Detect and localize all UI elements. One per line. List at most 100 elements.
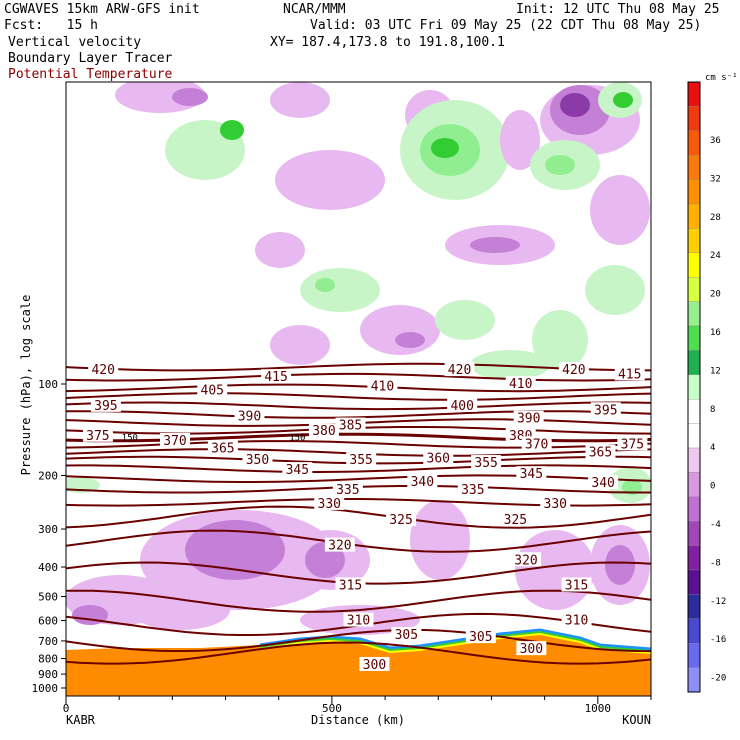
theta-label-bg bbox=[516, 641, 547, 656]
theta-line bbox=[66, 383, 651, 393]
theta-label: 305 bbox=[469, 630, 492, 645]
theta-label-bg bbox=[444, 362, 475, 377]
theta-line bbox=[66, 628, 651, 653]
theta-label: 400 bbox=[450, 399, 473, 414]
header-valid: Valid: 03 UTC Fri 09 May 25 (22 CDT Thu … bbox=[310, 18, 702, 33]
colorbar-swatch bbox=[687, 81, 701, 107]
theta-label: 420 bbox=[91, 363, 114, 378]
colorbar-swatch bbox=[687, 496, 701, 522]
theta-label: 300 bbox=[363, 658, 386, 673]
colorbar-swatch bbox=[687, 106, 701, 131]
theta-label: 345 bbox=[286, 463, 309, 478]
colorbar-swatch bbox=[687, 399, 701, 424]
colorbar-swatch bbox=[687, 228, 701, 253]
x-axis-title: Distance (km) bbox=[311, 713, 405, 727]
y-tick-label: 300 bbox=[38, 523, 58, 536]
colorbar-swatch bbox=[687, 374, 701, 400]
theta-label: 410 bbox=[509, 377, 532, 392]
theta-label-bg bbox=[590, 402, 621, 417]
colorbar-unit: cm s⁻¹ bbox=[705, 73, 738, 83]
colorbar-label: -20 bbox=[710, 674, 726, 684]
theta-label-bg bbox=[500, 511, 531, 526]
theta-label: 390 bbox=[517, 412, 540, 427]
colorbar-label: 4 bbox=[710, 443, 715, 453]
header-field-2: Boundary Layer Tracer bbox=[8, 51, 173, 66]
colorbar-swatch bbox=[687, 203, 701, 229]
header-fcst: Fcst: 15 h bbox=[4, 18, 98, 33]
theta-label-bg bbox=[471, 455, 502, 470]
theta-label-bg bbox=[346, 452, 377, 467]
colorbar-swatch bbox=[687, 667, 701, 693]
theta-label: 395 bbox=[594, 403, 617, 418]
theta-label: 320 bbox=[514, 553, 537, 568]
x-tick-label: 1000 bbox=[585, 702, 612, 715]
theta-label-bg bbox=[314, 495, 345, 510]
y-tick-label: 900 bbox=[38, 668, 58, 681]
header-model: CGWAVES 15km ARW-GFS init bbox=[4, 2, 200, 17]
theta-label: 365 bbox=[589, 445, 612, 460]
colorbar-swatch bbox=[687, 301, 701, 327]
theta-label-bg bbox=[207, 440, 238, 455]
theta-label: 335 bbox=[336, 483, 359, 498]
theta-label-bg bbox=[82, 427, 113, 442]
colorbar-label: 16 bbox=[710, 328, 721, 338]
endpoint-right: KOUN bbox=[622, 713, 651, 727]
terrain bbox=[66, 632, 651, 696]
theta-label: 350 bbox=[246, 453, 269, 468]
theta-label-bg bbox=[282, 462, 313, 477]
colorbar-label: 0 bbox=[710, 482, 715, 492]
theta-label: 330 bbox=[318, 497, 341, 512]
colorbar-label: 12 bbox=[710, 366, 721, 376]
theta-label-bg bbox=[242, 452, 273, 467]
theta-label-bg bbox=[308, 423, 339, 438]
theta-label-bg bbox=[540, 495, 571, 510]
colorbar-label: 24 bbox=[710, 251, 721, 261]
theta-label-bg bbox=[457, 481, 488, 496]
theta-line bbox=[66, 410, 651, 419]
bl-label: 150 bbox=[122, 434, 138, 444]
theta-label-bg bbox=[359, 656, 390, 671]
colorbar-swatch bbox=[687, 569, 701, 595]
theta-label-bg bbox=[423, 450, 454, 465]
colorbar-swatch bbox=[687, 277, 701, 302]
theta-label-bg bbox=[391, 627, 422, 642]
colorbar-swatch bbox=[687, 545, 701, 571]
theta-label-bg bbox=[521, 436, 552, 451]
theta-label-bg bbox=[90, 397, 121, 412]
theta-label-bg bbox=[561, 577, 592, 592]
theta-label-bg bbox=[558, 362, 589, 377]
y-tick-label: 700 bbox=[38, 635, 58, 648]
colorbar-swatch bbox=[687, 350, 701, 375]
theta-label: 315 bbox=[339, 578, 362, 593]
theta-label: 320 bbox=[328, 539, 351, 554]
theta-label: 335 bbox=[461, 483, 484, 498]
theta-line bbox=[66, 641, 651, 665]
theta-line bbox=[66, 505, 651, 529]
plot-frame bbox=[65, 81, 652, 697]
colorbar-swatch bbox=[687, 643, 701, 668]
y-tick-label: 600 bbox=[38, 615, 58, 628]
theta-label-bg bbox=[335, 417, 366, 432]
theta-label-bg bbox=[367, 378, 398, 393]
theta-label: 315 bbox=[565, 578, 588, 593]
theta-label: 375 bbox=[621, 437, 644, 452]
x-tick-label: 500 bbox=[322, 702, 342, 715]
plot-area: 420 415 420 420 415 405 410 410 395 390 400 390 395 3… bbox=[66, 82, 651, 696]
theta-label: 360 bbox=[427, 452, 450, 467]
colorbar-frame bbox=[687, 81, 701, 693]
theta-label: 410 bbox=[371, 380, 394, 395]
colorbar-label: 36 bbox=[710, 136, 721, 146]
theta-label-bg bbox=[386, 511, 417, 526]
theta-label-bg bbox=[561, 612, 592, 627]
y-axis-title: Pressure (hPa), log scale bbox=[19, 295, 33, 476]
header-field-1: Vertical velocity bbox=[8, 35, 142, 50]
colorbar-label: -16 bbox=[710, 635, 726, 645]
theta-label: 345 bbox=[520, 467, 543, 482]
theta-labels: 420 415 420 420 415 405 410 410 395 390 400 390 395 3… bbox=[82, 362, 648, 673]
theta-label: 405 bbox=[201, 383, 224, 398]
y-tick-label: 800 bbox=[38, 653, 58, 666]
theta-line bbox=[66, 589, 651, 613]
theta-label-bg bbox=[505, 376, 536, 390]
colorbar-swatch bbox=[687, 618, 701, 644]
